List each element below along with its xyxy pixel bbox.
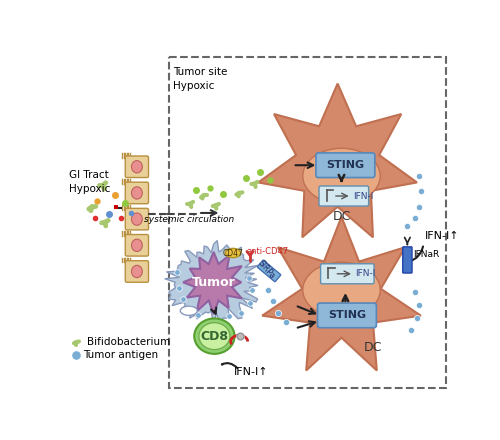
FancyBboxPatch shape (320, 264, 374, 284)
Text: systemic circulation: systemic circulation (144, 215, 234, 224)
Polygon shape (258, 84, 417, 237)
FancyBboxPatch shape (318, 303, 376, 328)
Ellipse shape (132, 161, 142, 173)
Text: IFNaR: IFNaR (413, 250, 439, 259)
FancyArrowPatch shape (410, 246, 423, 261)
Ellipse shape (194, 319, 234, 354)
FancyBboxPatch shape (126, 182, 148, 204)
FancyBboxPatch shape (126, 235, 148, 256)
FancyArrowPatch shape (222, 363, 238, 368)
Polygon shape (183, 252, 242, 314)
Text: DC: DC (332, 210, 350, 224)
Ellipse shape (199, 323, 230, 350)
Ellipse shape (132, 265, 142, 278)
FancyBboxPatch shape (126, 208, 148, 230)
Text: Bifidobacterium: Bifidobacterium (88, 337, 170, 347)
Ellipse shape (132, 213, 142, 225)
FancyBboxPatch shape (126, 156, 148, 177)
Bar (114, 205, 118, 209)
Text: Tumor site
Hypoxic: Tumor site Hypoxic (174, 66, 228, 91)
FancyBboxPatch shape (316, 153, 375, 177)
Text: STING: STING (326, 160, 364, 170)
Ellipse shape (303, 148, 380, 204)
Text: IFN-I↑: IFN-I↑ (234, 367, 268, 378)
Text: DC: DC (364, 341, 382, 354)
Text: anti-CD47: anti-CD47 (246, 247, 288, 256)
FancyBboxPatch shape (126, 260, 148, 282)
FancyBboxPatch shape (402, 247, 412, 273)
Text: STING: STING (328, 310, 366, 320)
Ellipse shape (180, 306, 198, 315)
Text: CD8: CD8 (200, 330, 228, 343)
Text: CD47: CD47 (222, 249, 244, 257)
Text: SIRPa: SIRPa (256, 259, 276, 281)
FancyBboxPatch shape (258, 260, 280, 282)
Text: IFN-I: IFN-I (356, 269, 376, 278)
Text: Tumor antigen: Tumor antigen (84, 350, 158, 360)
FancyBboxPatch shape (319, 186, 368, 206)
Polygon shape (262, 217, 421, 370)
Ellipse shape (132, 187, 142, 199)
Text: Tumor: Tumor (192, 276, 236, 289)
Ellipse shape (225, 248, 241, 258)
FancyBboxPatch shape (170, 57, 446, 388)
Text: GI Tract
Hypoxic: GI Tract Hypoxic (68, 170, 110, 194)
Ellipse shape (303, 262, 380, 318)
Text: IFN-I: IFN-I (353, 191, 374, 201)
Ellipse shape (132, 239, 142, 251)
Polygon shape (164, 241, 258, 323)
Text: IFN-I↑: IFN-I↑ (424, 231, 459, 241)
